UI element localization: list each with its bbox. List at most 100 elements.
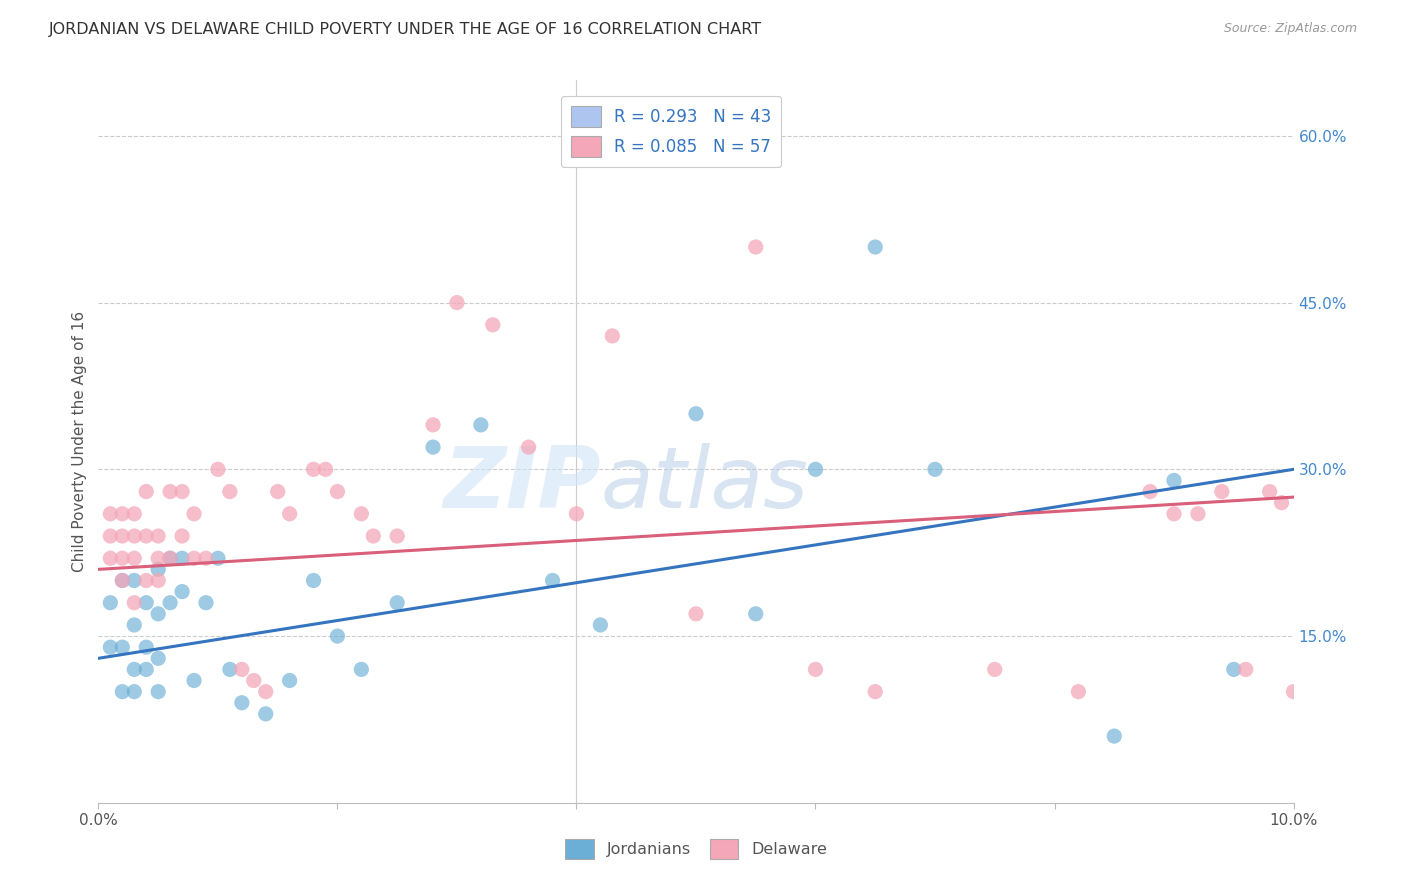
Point [1223,662,1246,676]
Point [111,640,134,655]
Text: atlas: atlas [600,443,808,526]
Text: JORDANIAN VS DELAWARE CHILD POVERTY UNDER THE AGE OF 16 CORRELATION CHART: JORDANIAN VS DELAWARE CHILD POVERTY UNDE… [49,22,762,37]
Point [172,529,194,543]
Point [207,551,229,566]
Point [350,507,373,521]
Point [135,574,157,588]
Point [1187,507,1209,521]
Point [385,529,409,543]
Point [422,440,444,454]
Point [135,640,157,655]
Point [159,551,181,566]
Point [111,507,134,521]
Point [183,507,205,521]
Point [124,662,146,676]
Point [326,629,349,643]
Point [98,551,122,566]
Point [183,673,205,688]
Point [589,618,612,632]
Point [124,574,146,588]
Point [243,673,266,688]
Point [172,484,194,499]
Point [517,440,540,454]
Point [159,596,181,610]
Point [124,529,146,543]
Point [135,529,157,543]
Point [98,596,122,610]
Point [1282,684,1305,698]
Point [1258,484,1281,499]
Point [326,484,349,499]
Point [984,662,1007,676]
Point [195,551,218,566]
Point [148,684,170,698]
Point [482,318,505,332]
Text: Source: ZipAtlas.com: Source: ZipAtlas.com [1223,22,1357,36]
Point [685,607,707,621]
Point [1163,507,1185,521]
Point [1139,484,1161,499]
Point [135,596,157,610]
Point [148,551,170,566]
Point [1067,684,1090,698]
Point [302,574,325,588]
Point [1271,496,1294,510]
Point [195,596,218,610]
Point [422,417,444,432]
Point [159,551,181,566]
Point [124,684,146,698]
Point [865,240,887,254]
Y-axis label: Child Poverty Under the Age of 16: Child Poverty Under the Age of 16 [72,311,87,572]
Point [254,706,277,721]
Point [254,684,277,698]
Point [98,529,122,543]
Point [1163,474,1185,488]
Point [111,574,134,588]
Point [385,596,409,610]
Point [219,484,242,499]
Point [363,529,385,543]
Point [148,651,170,665]
Point [745,240,768,254]
Point [124,551,146,566]
Point [302,462,325,476]
Point [315,462,337,476]
Point [231,662,253,676]
Point [124,596,146,610]
Point [1104,729,1126,743]
Point [231,696,253,710]
Point [865,684,887,698]
Point [1211,484,1233,499]
Point [98,640,122,655]
Point [219,662,242,676]
Point [685,407,707,421]
Point [267,484,290,499]
Point [602,329,624,343]
Point [111,574,134,588]
Point [350,662,373,676]
Point [1234,662,1257,676]
Point [804,462,827,476]
Point [183,551,205,566]
Point [278,507,301,521]
Point [745,607,768,621]
Point [124,507,146,521]
Point [111,529,134,543]
Point [470,417,492,432]
Point [98,507,122,521]
Point [135,662,157,676]
Point [172,551,194,566]
Point [446,295,468,310]
Point [124,618,146,632]
Point [148,562,170,576]
Point [148,574,170,588]
Point [159,484,181,499]
Point [804,662,827,676]
Point [148,607,170,621]
Point [111,684,134,698]
Point [565,507,588,521]
Point [148,529,170,543]
Text: ZIP: ZIP [443,443,600,526]
Point [207,462,229,476]
Point [541,574,564,588]
